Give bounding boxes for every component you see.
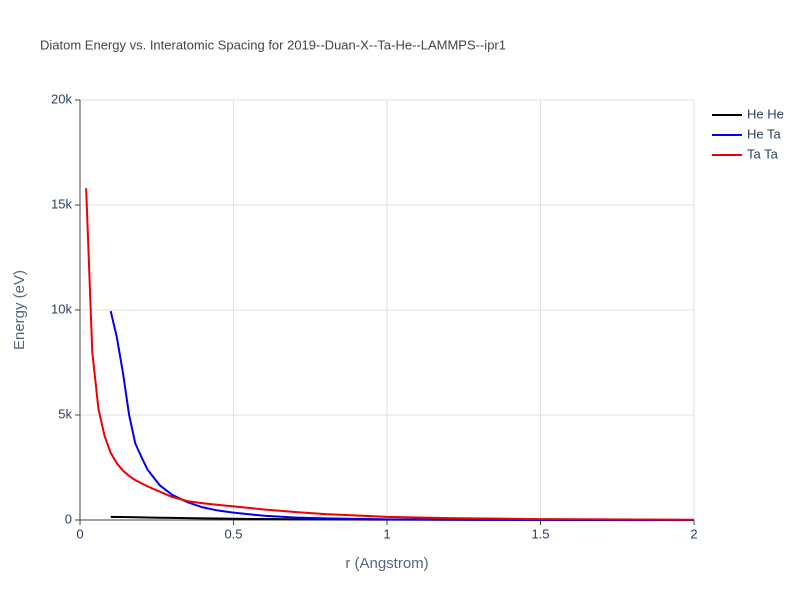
- y-axis-title: Energy (eV): [11, 270, 28, 350]
- x-tick-label: 2: [690, 526, 697, 541]
- legend-label[interactable]: Ta Ta: [747, 146, 779, 161]
- y-tick-label: 15k: [51, 196, 72, 211]
- series-line: [109, 310, 695, 521]
- y-tick-label: 20k: [51, 91, 72, 106]
- chart-title: Diatom Energy vs. Interatomic Spacing fo…: [40, 37, 506, 52]
- legend-label[interactable]: He He: [747, 106, 784, 121]
- x-tick-label: 1.5: [531, 526, 549, 541]
- x-tick-label: 1: [383, 526, 390, 541]
- x-tick-label: 0.5: [224, 526, 242, 541]
- y-tick-label: 10k: [51, 301, 72, 316]
- series-line: [85, 188, 695, 521]
- y-tick-label: 5k: [58, 406, 72, 421]
- x-tick-label: 0: [76, 526, 83, 541]
- y-tick-label: 0: [65, 511, 72, 526]
- legend-label[interactable]: He Ta: [747, 126, 781, 141]
- x-axis-title: r (Angstrom): [345, 555, 428, 572]
